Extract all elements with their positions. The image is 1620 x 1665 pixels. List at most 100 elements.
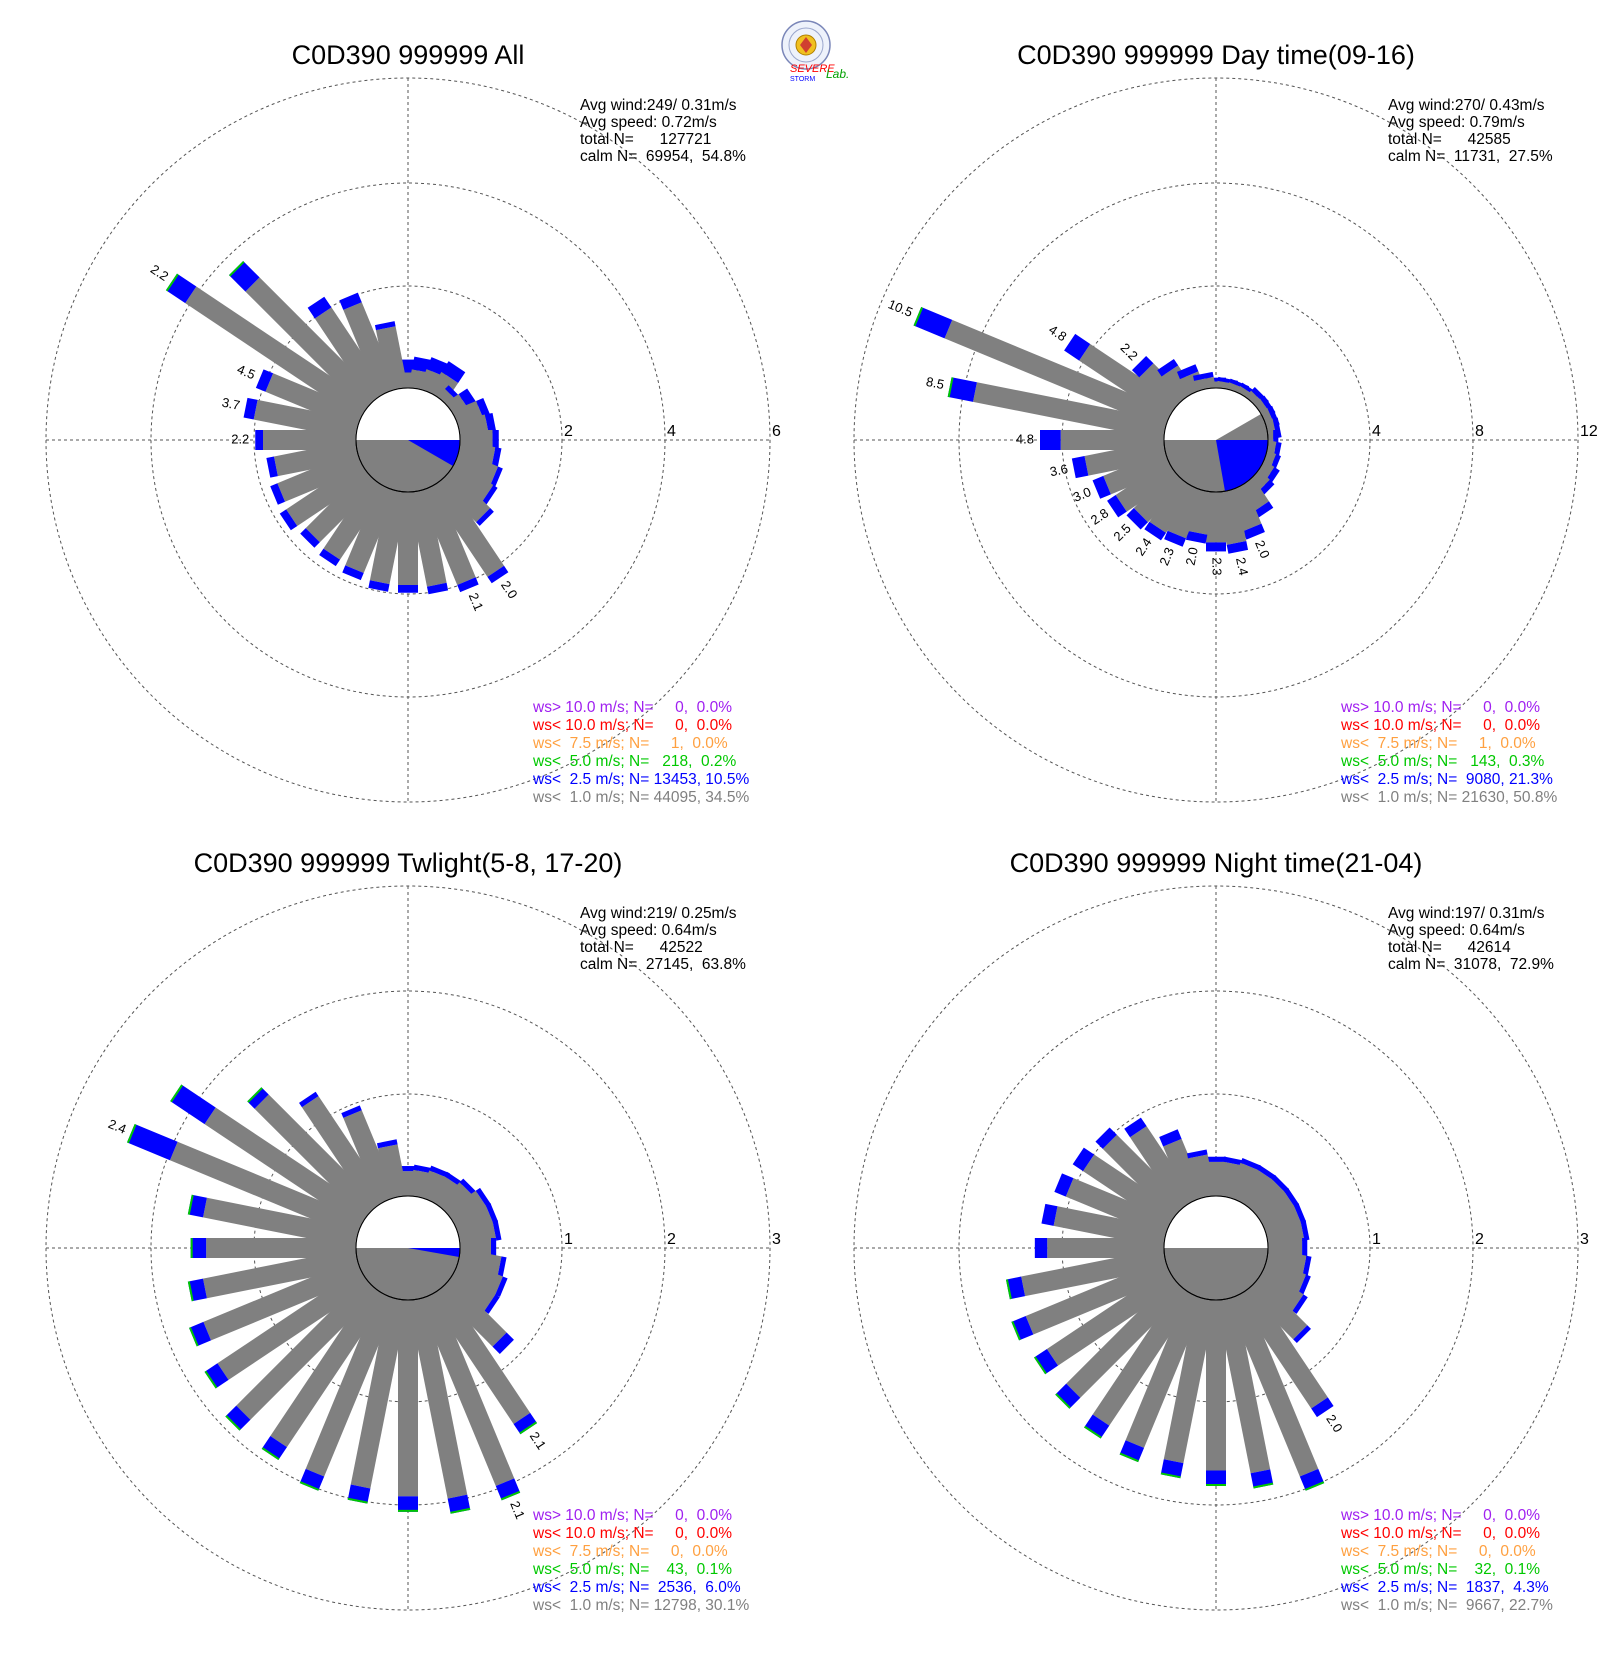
bar-blue-segment: [1311, 1397, 1334, 1418]
legend-entry: ws< 2.5 m/s; N= 13453, 10.5%: [532, 771, 749, 788]
bar-gray-segment: [277, 450, 364, 502]
bar-gray-segment: [1025, 1258, 1172, 1335]
legend-entry: ws< 7.5 m/s; N= 0, 0.0%: [1340, 1543, 1536, 1560]
bar-202.5: [299, 1292, 398, 1491]
bar-blue-segment: [1293, 1325, 1311, 1343]
bar-green-tip: [1005, 1279, 1012, 1300]
bar-236.25: [279, 460, 371, 531]
bar-292.5: [913, 307, 1172, 430]
grid-ring: [1061, 285, 1371, 595]
bar-gray-segment: [1149, 477, 1196, 533]
bar-blue-segment: [1302, 1255, 1312, 1277]
bar-213.75: [261, 1285, 388, 1461]
bar-blue-segment: [266, 456, 278, 478]
bar-gray-segment: [1226, 1292, 1319, 1477]
bar-blue-segment: [1300, 1219, 1310, 1241]
calm-blue-sector: [408, 440, 460, 466]
bar-green-tip: [347, 1497, 368, 1504]
bar-blue-segment: [1131, 355, 1154, 378]
wind-rose-panel-1: 2 4 6 4.5 2.2 3.7 2.2 2.0 2.1 C0D390 999999 All Av…: [45, 40, 781, 806]
bar-blue-segment: [1144, 521, 1167, 541]
bar-22.5: [1226, 1157, 1261, 1204]
bar-blue-segment: [457, 577, 479, 593]
bar-247.5: [270, 450, 364, 505]
grid-ring: [853, 77, 1579, 803]
bar-gray-segment: [206, 1238, 356, 1258]
bar-gray-segment: [375, 326, 408, 391]
bar-blue-segment: [484, 412, 497, 435]
bar-270: [1040, 430, 1165, 450]
bar-gray-segment: [1053, 1206, 1167, 1248]
bar-blue-segment: [247, 1087, 269, 1109]
bar-value-label: 3.0: [1071, 484, 1093, 505]
bar-blue-segment: [341, 1105, 362, 1118]
bar-blue-segment: [1040, 430, 1061, 450]
bar-blue-segment: [1240, 1157, 1261, 1171]
bar-value-label: 4.5: [235, 361, 257, 382]
stats-line: Avg wind:270/ 0.43m/s: [1388, 97, 1545, 114]
bar-blue-segment: [413, 1164, 435, 1174]
ring-tick-label: 3: [1580, 1231, 1589, 1248]
bar-blue-segment: [255, 430, 263, 450]
bar-blue-segment: [398, 1166, 418, 1172]
bar-gray-segment: [1216, 1297, 1271, 1474]
bar-202.5: [1119, 1292, 1206, 1463]
stats-line: Avg wind:219/ 0.25m/s: [580, 905, 737, 922]
bar-247.5: [1011, 1258, 1172, 1341]
bar-blue-segment: [398, 1496, 418, 1512]
bar-236.25: [1107, 460, 1179, 518]
bar-gray-segment: [1163, 1297, 1216, 1464]
stats-line: total N= 42585: [1388, 131, 1511, 148]
bar-gray-segment: [1079, 343, 1179, 420]
legend-entry: ws> 10.0 m/s; N= 0, 0.0%: [532, 1507, 732, 1524]
bar-green-tip: [947, 377, 954, 398]
bar-225: [1055, 1277, 1187, 1409]
ring-tick-label: 1: [1372, 1231, 1381, 1248]
bar-gray-segment: [323, 477, 388, 560]
bar-blue-segment: [170, 1084, 216, 1125]
bar-blue-segment: [307, 296, 332, 319]
bar-gray-segment: [305, 469, 379, 543]
bar-180: [398, 1300, 418, 1512]
bar-green-tip: [1084, 1425, 1102, 1439]
bar-gray-segment: [1245, 1178, 1286, 1219]
bar-gray-segment: [286, 460, 371, 527]
bar-blue-segment: [270, 483, 286, 505]
bar-112.5: [1260, 1258, 1311, 1295]
bar-value-label: 10.5: [886, 296, 915, 320]
stats-line: Avg wind:249/ 0.31m/s: [580, 97, 737, 114]
bar-gray-segment: [973, 382, 1167, 440]
bar-blue-segment: [1206, 1470, 1226, 1486]
bar-gray-segment: [254, 1094, 379, 1219]
wind-rose-panel-3: 1 2 3 2.4 2.1 2.1 C0D390 999999 Twlight(5-8, 1…: [45, 848, 781, 1614]
bar-green-tip: [190, 1238, 193, 1258]
bar-270: [190, 1238, 356, 1258]
chart-title: C0D390 999999 Day time(09-16): [1017, 40, 1415, 70]
bar-blue-segment: [319, 548, 341, 567]
bar-blue-segment: [279, 509, 298, 531]
bar-337.5: [341, 1105, 398, 1204]
ring-tick-label: 2: [1475, 1231, 1484, 1248]
bar-146.25: [1236, 1285, 1334, 1418]
bar-gray-segment: [1046, 1268, 1179, 1366]
bar-326.25: [307, 296, 388, 403]
bar-value-label: 2.4: [106, 1116, 128, 1137]
bar-gray-segment: [1194, 376, 1216, 391]
bar-157.5: [418, 1292, 521, 1501]
bar-180: [1206, 1300, 1226, 1486]
bar-gray-segment: [1253, 1268, 1304, 1312]
bar-blue-segment: [1126, 508, 1148, 530]
bar-blue-segment: [491, 447, 502, 469]
bar-270: [1034, 1238, 1165, 1258]
bar-303.75: [165, 273, 371, 420]
bar-blue-segment: [487, 565, 509, 584]
bar-value-label: 2.4: [1132, 535, 1155, 558]
bar-225: [225, 1277, 379, 1431]
grid-ring: [45, 885, 771, 1611]
bar-blue-segment: [1159, 1129, 1182, 1147]
bar-123.75: [1253, 1268, 1308, 1314]
bar-202.5: [342, 484, 398, 581]
bar-green-tip: [398, 1509, 418, 1512]
calm-circle-outline: [1163, 1195, 1269, 1301]
bar-213.75: [1144, 477, 1196, 541]
